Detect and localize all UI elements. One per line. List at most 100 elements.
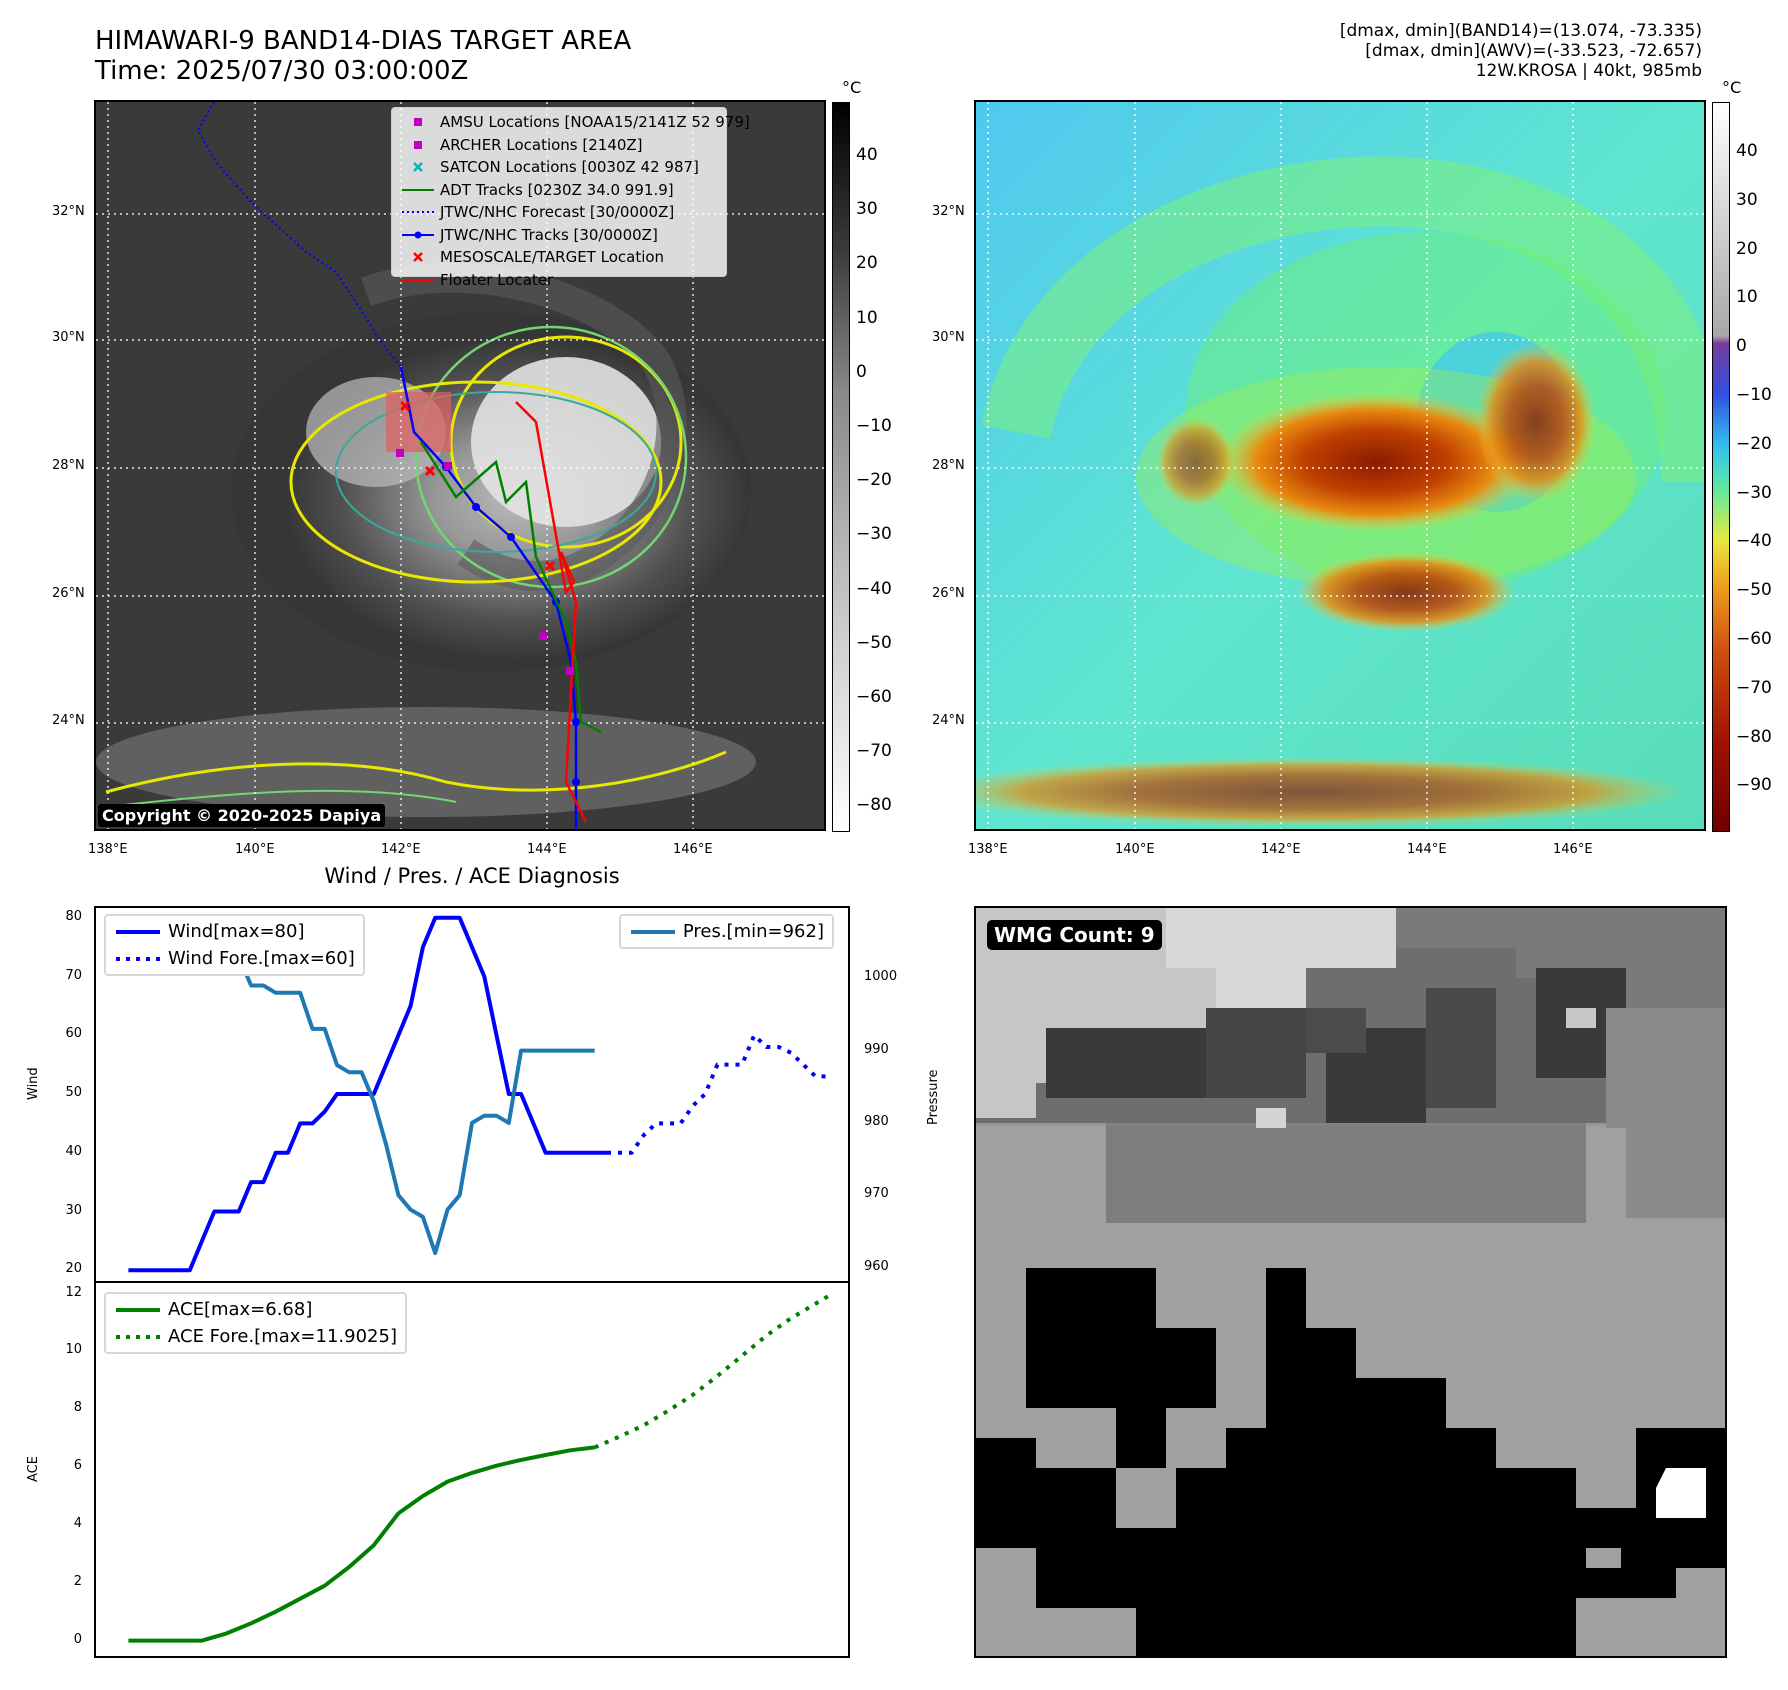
series-line-1 (607, 1033, 828, 1155)
map-title-line2: Time: 2025/07/30 03:00:00Z (95, 56, 469, 86)
colorbar1-tick: −30 (856, 524, 892, 545)
map-legend-row: ARCHER Locations [2140Z] (396, 134, 722, 157)
wmg-map-svg (976, 908, 1725, 1656)
lat-label: 24°N (932, 713, 965, 728)
lat-label: 28°N (932, 458, 965, 473)
lon-label: 144°E (1407, 842, 1447, 857)
wind-axis-label: Wind (26, 1067, 41, 1100)
amsu-markers (396, 449, 574, 675)
lon-label: 142°E (381, 842, 421, 857)
lon-label: 146°E (1553, 842, 1593, 857)
wind-tick-label: 80 (65, 908, 82, 924)
lat-label: 24°N (52, 713, 85, 728)
colorbar1-tick: 10 (856, 307, 878, 328)
ace-legend: ACE[max=6.68] ACE Fore.[max=11.9025] (104, 1292, 407, 1354)
adt-track (419, 441, 602, 734)
colorbar1-tick: −20 (856, 470, 892, 491)
colorbar2 (1712, 102, 1730, 832)
colorbar2-tick: −70 (1736, 677, 1772, 698)
map-legend-label: Floater Locater (440, 270, 554, 289)
wind-tick-label: 70 (65, 967, 82, 983)
wind-tick-label: 50 (65, 1085, 82, 1100)
awv-satellite-map (974, 100, 1706, 831)
wind-fore-legend-label: Wind Fore.[max=60] (168, 948, 355, 969)
ace-axis-label: ACE (26, 1456, 41, 1482)
map-legend-row: MESOSCALE/TARGET Location (396, 246, 722, 269)
diagnosis-title: Wind / Pres. / ACE Diagnosis (324, 864, 620, 888)
lat-label: 30°N (52, 330, 85, 345)
colorbar1-tick: 30 (856, 199, 878, 220)
wind-legend: Wind[max=80] Wind Fore.[max=60] (104, 914, 365, 976)
ace-fore-legend-label: ACE Fore.[max=11.9025] (168, 1326, 397, 1347)
colorbar2-unit: °C (1722, 78, 1742, 97)
colorbar2-tick: 30 (1736, 189, 1758, 210)
colorbar1-unit: °C (842, 78, 862, 97)
lon-label: 140°E (235, 842, 275, 857)
colorbar1 (832, 102, 850, 832)
lon-label: 138°E (968, 842, 1008, 857)
pressure-tick-label: 980 (864, 1113, 889, 1129)
lat-label: 26°N (52, 586, 85, 601)
awv-gridlines (976, 102, 1704, 829)
wind-tick-label: 40 (65, 1143, 82, 1159)
colorbar2-tick: −20 (1736, 433, 1772, 454)
target-markers (399, 400, 556, 572)
diagnosis-chart: Wind[max=80] Wind Fore.[max=60] Pres.[mi… (86, 906, 850, 1658)
lat-label: 30°N (932, 330, 965, 345)
series-line-0 (128, 915, 607, 1273)
colorbar1-tick: −70 (856, 741, 892, 762)
colorbar2-tick: −80 (1736, 726, 1772, 747)
lat-label: 32°N (52, 204, 85, 219)
pressure-tick-label: 990 (864, 1041, 889, 1057)
ace-tick-label: 8 (73, 1400, 82, 1416)
colorbar2-tick: −90 (1736, 775, 1772, 796)
info-line3: 12W.KROSA | 40kt, 985mb (1475, 61, 1702, 81)
legend-symbol-icon (396, 182, 440, 198)
ace-series-line-1 (593, 1294, 829, 1450)
map-legend-row: Floater Locater (396, 269, 722, 292)
info-line1: [dmax, dmin](BAND14)=(13.074, -73.335) (1339, 21, 1702, 41)
legend-symbol-icon (396, 204, 440, 220)
awv-map-svg (976, 102, 1704, 829)
pressure-legend: Pres.[min=962] (618, 914, 834, 949)
colorbar2-tick: −40 (1736, 531, 1772, 552)
map-legend-label: ADT Tracks [0230Z 34.0 991.9] (440, 180, 674, 199)
colorbar2-tick: −50 (1736, 580, 1772, 601)
lat-label: 28°N (52, 458, 85, 473)
map-legend-row: SATCON Locations [0030Z 42 987] (396, 156, 722, 179)
colorbar2-tick: −60 (1736, 629, 1772, 649)
colorbar2-tick: 10 (1736, 287, 1758, 308)
map-legend-label: JTWC/NHC Tracks [30/0000Z] (440, 225, 658, 244)
map-legend-label: SATCON Locations [0030Z 42 987] (440, 158, 699, 177)
map-legend-label: JTWC/NHC Forecast [30/0000Z] (440, 203, 675, 222)
lon-label: 138°E (88, 842, 128, 857)
wmg-count-label: WMG Count: 9 (987, 920, 1162, 950)
best-track (399, 366, 578, 829)
wind-tick-label: 30 (65, 1202, 82, 1218)
lat-label: 32°N (932, 204, 965, 219)
map-legend: AMSU Locations [NOAA15/2141Z 52 979] ARCH… (391, 107, 750, 289)
legend-symbol-icon (396, 159, 440, 175)
lon-label: 146°E (673, 842, 713, 857)
ace-series-line-0 (128, 1445, 595, 1643)
ace-tick-label: 10 (65, 1342, 82, 1358)
info-line2: [dmax, dmin](AWV)=(-33.523, -72.657) (1365, 41, 1702, 61)
wind-tick-label: 20 (65, 1261, 82, 1277)
ir-satellite-map: AMSU Locations [NOAA15/2141Z 52 979] ARCH… (94, 100, 826, 831)
pressure-tick-label: 970 (864, 1186, 889, 1202)
wind-tick-label: 60 (65, 1026, 82, 1042)
pressure-tick-label: 960 (864, 1258, 889, 1274)
legend-symbol-icon (396, 114, 440, 130)
ace-tick-label: 12 (65, 1284, 82, 1300)
ace-tick-label: 0 (73, 1631, 82, 1647)
diagnosis-chart-svg (86, 906, 850, 1658)
map-legend-row: AMSU Locations [NOAA15/2141Z 52 979] (396, 111, 750, 134)
ace-tick-label: 4 (73, 1515, 82, 1531)
colorbar1-tick: 20 (856, 253, 878, 274)
lon-label: 144°E (527, 842, 567, 857)
map-legend-row: JTWC/NHC Tracks [30/0000Z] (396, 224, 722, 247)
legend-symbol-icon (396, 272, 440, 288)
colorbar1-tick: −10 (856, 416, 892, 436)
lon-label: 140°E (1115, 842, 1155, 857)
pressure-axis-label: Pressure (926, 1069, 941, 1125)
